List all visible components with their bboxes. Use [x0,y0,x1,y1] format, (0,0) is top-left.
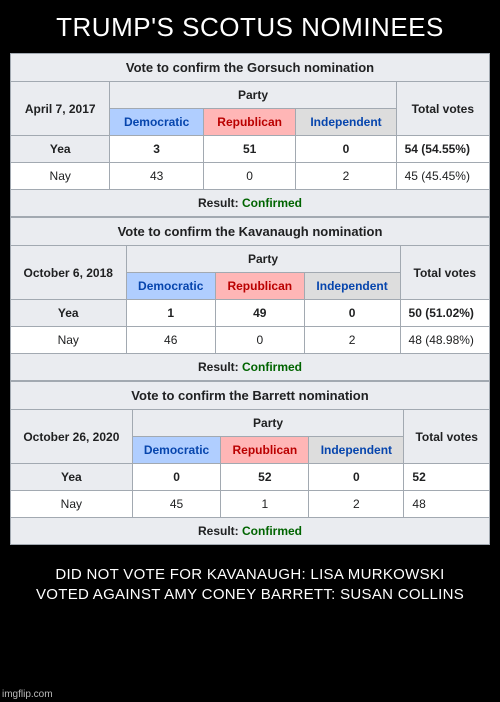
table-title: Vote to confirm the Kavanaugh nomination [11,218,490,246]
nay-total: 45 (45.45%) [396,163,489,190]
result-label: Result: [198,360,239,374]
tables-container: Vote to confirm the Gorsuch nomination A… [10,53,490,545]
ind-header: Independent [296,109,396,136]
vote-table: Vote to confirm the Kavanaugh nomination… [10,217,490,381]
yea-ind: 0 [304,300,400,327]
yea-ind: 0 [309,464,404,491]
rep-header: Republican [221,437,309,464]
dem-header: Democratic [132,437,221,464]
rep-header: Republican [215,273,304,300]
nay-dem: 43 [110,163,203,190]
yea-dem: 3 [110,136,203,163]
watermark: imgflip.com [2,689,53,700]
yea-total: 52 [404,464,490,491]
nay-rep: 0 [203,163,296,190]
party-header: Party [110,82,396,109]
nay-label: Nay [11,327,127,354]
bottom-caption: DID NOT VOTE FOR KAVANAUGH: LISA MURKOWS… [0,545,500,614]
nay-dem: 46 [126,327,215,354]
result-row: Result: Confirmed [11,518,490,545]
result-value: Confirmed [242,360,302,374]
bottom-line-2: VOTED AGAINST AMY CONEY BARRETT: SUSAN C… [36,586,464,603]
dem-header: Democratic [110,109,203,136]
nay-ind: 2 [309,491,404,518]
nay-dem: 45 [132,491,221,518]
yea-total: 50 (51.02%) [400,300,489,327]
yea-dem: 0 [132,464,221,491]
result-row: Result: Confirmed [11,190,490,217]
date-cell: October 6, 2018 [11,246,127,300]
top-caption: TRUMP'S SCOTUS NOMINEES [0,0,500,53]
vote-table: Vote to confirm the Barrett nomination O… [10,381,490,545]
yea-label: Yea [11,464,133,491]
date-cell: April 7, 2017 [11,82,110,136]
yea-rep: 51 [203,136,296,163]
ind-header: Independent [304,273,400,300]
total-header: Total votes [396,82,489,136]
yea-label: Yea [11,300,127,327]
yea-total: 54 (54.55%) [396,136,489,163]
nay-total: 48 [404,491,490,518]
result-label: Result: [198,196,239,210]
yea-rep: 49 [215,300,304,327]
result-row: Result: Confirmed [11,354,490,381]
result-value: Confirmed [242,196,302,210]
table-title: Vote to confirm the Gorsuch nomination [11,54,490,82]
vote-table: Vote to confirm the Gorsuch nomination A… [10,53,490,217]
table-title: Vote to confirm the Barrett nomination [11,382,490,410]
ind-header: Independent [309,437,404,464]
bottom-line-1: DID NOT VOTE FOR KAVANAUGH: LISA MURKOWS… [55,566,444,583]
result-label: Result: [198,524,239,538]
total-header: Total votes [400,246,489,300]
yea-rep: 52 [221,464,309,491]
date-cell: October 26, 2020 [11,410,133,464]
yea-label: Yea [11,136,110,163]
yea-ind: 0 [296,136,396,163]
yea-dem: 1 [126,300,215,327]
total-header: Total votes [404,410,490,464]
nay-rep: 1 [221,491,309,518]
party-header: Party [132,410,404,437]
nay-rep: 0 [215,327,304,354]
rep-header: Republican [203,109,296,136]
party-header: Party [126,246,400,273]
nay-ind: 2 [296,163,396,190]
dem-header: Democratic [126,273,215,300]
result-value: Confirmed [242,524,302,538]
nay-label: Nay [11,163,110,190]
nay-label: Nay [11,491,133,518]
nay-ind: 2 [304,327,400,354]
nay-total: 48 (48.98%) [400,327,489,354]
